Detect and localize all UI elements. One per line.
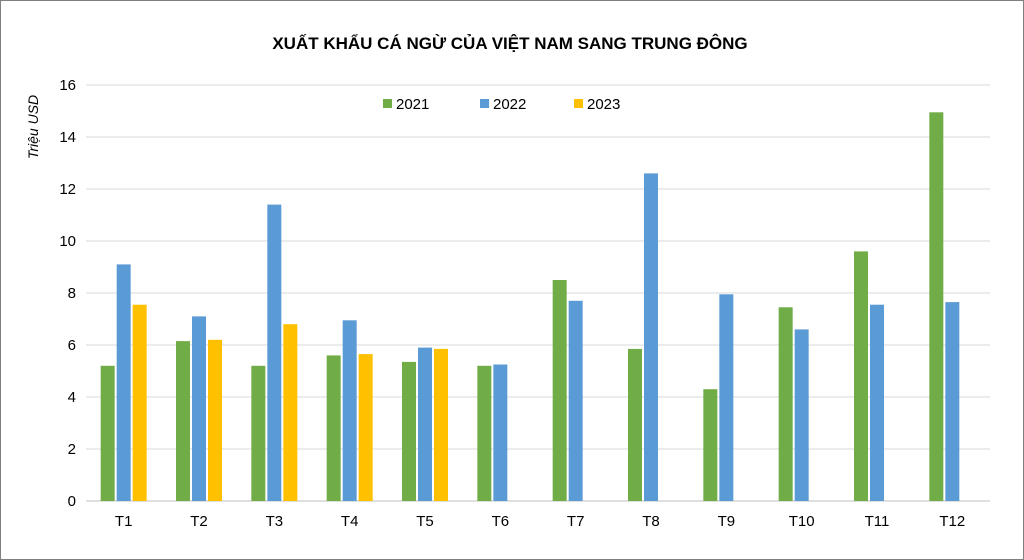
x-axis-ticks: T1 T2 T3 T4 T5 T6 T7 T8 T9 T10 T11 T12 <box>115 513 965 530</box>
x-tick-label: T12 <box>939 513 965 530</box>
bar-2023-T5 <box>434 348 448 501</box>
bar-2022-T10 <box>794 329 809 501</box>
y-tick-label: 12 <box>59 181 76 198</box>
bar-2022-T1 <box>116 264 131 501</box>
legend-label-2022: 2022 <box>493 96 526 113</box>
y-tick-label: 14 <box>59 129 76 146</box>
bar-2022-T5 <box>418 347 432 501</box>
y-tick-label: 10 <box>59 233 76 250</box>
y-tick-label: 6 <box>68 337 76 354</box>
bar-2021-T2 <box>176 341 190 501</box>
chart-title: XUẤT KHẨU CÁ NGỪ CỦA VIỆT NAM SANG TRUNG… <box>272 34 747 53</box>
x-tick-label: T3 <box>266 513 284 530</box>
bar-2022-T2 <box>192 316 206 501</box>
legend-label-2021: 2021 <box>396 96 429 113</box>
bar-2021-T3 <box>251 365 266 501</box>
bar-2023-T3 <box>283 324 298 501</box>
y-tick-label: 2 <box>68 441 76 458</box>
bar-2023-T2 <box>208 339 222 501</box>
bar-2021-T9 <box>703 389 718 501</box>
x-tick-label: T9 <box>718 513 736 530</box>
bar-2022-T7 <box>568 300 583 501</box>
legend-swatch-2021 <box>383 99 392 108</box>
x-tick-label: T8 <box>642 513 660 530</box>
legend-label-2023: 2023 <box>587 96 620 113</box>
x-tick-label: T11 <box>865 513 890 530</box>
bar-2021-T4 <box>326 355 341 501</box>
legend-swatch-2022 <box>480 99 489 108</box>
y-tick-label: 4 <box>68 389 76 406</box>
bars <box>100 112 960 502</box>
bar-2021-T7 <box>552 280 567 501</box>
bar-2022-T9 <box>719 294 734 501</box>
bar-2021-T10 <box>778 307 793 501</box>
bar-2021-T1 <box>100 365 115 501</box>
bar-2022-T12 <box>945 302 960 501</box>
y-tick-label: 16 <box>59 77 76 94</box>
x-tick-label: T1 <box>115 513 133 530</box>
legend-swatch-2023 <box>574 99 583 108</box>
y-axis-label: Triệu USD <box>25 95 41 159</box>
bar-2023-T4 <box>358 354 373 501</box>
bar-2021-T5 <box>402 361 416 501</box>
y-tick-label: 8 <box>68 285 76 302</box>
bar-2022-T6 <box>493 364 508 501</box>
y-tick-label: 0 <box>68 493 76 510</box>
bar-2022-T3 <box>267 204 282 501</box>
bar-2021-T8 <box>628 348 642 501</box>
bar-2022-T11 <box>870 304 884 501</box>
x-tick-label: T7 <box>567 513 585 530</box>
bar-2021-T12 <box>929 112 944 502</box>
bar-2022-T8 <box>644 173 658 501</box>
x-tick-label: T10 <box>789 513 815 530</box>
bar-2021-T11 <box>854 251 868 501</box>
x-tick-label: T5 <box>416 513 434 530</box>
x-tick-label: T4 <box>341 513 359 530</box>
bar-2023-T1 <box>132 304 147 501</box>
x-tick-label: T6 <box>492 513 510 530</box>
bar-2022-T4 <box>342 320 357 501</box>
x-tick-label: T2 <box>190 513 208 530</box>
bar-2021-T6 <box>477 365 492 501</box>
gridlines <box>86 84 990 502</box>
y-axis-ticks: 0 2 4 6 8 10 12 14 16 <box>59 77 76 510</box>
legend: 2021 2022 2023 <box>383 96 620 113</box>
